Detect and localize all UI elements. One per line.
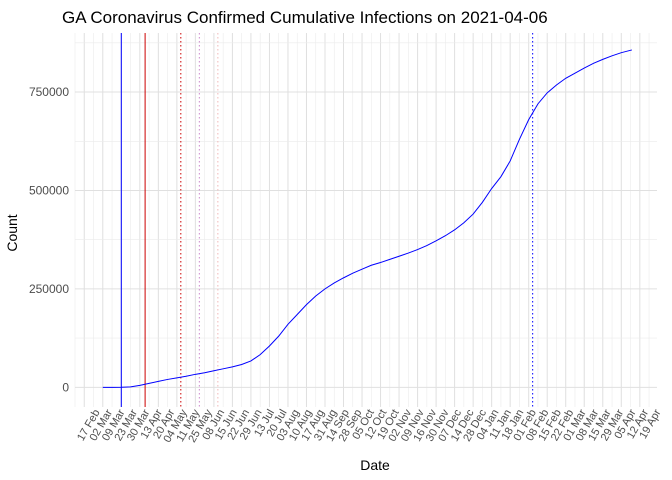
cumulative-infections-line <box>102 49 632 388</box>
reference-lines <box>120 33 534 407</box>
y-tick-label: 750000 <box>29 85 69 99</box>
y-tick-label: 250000 <box>29 282 69 296</box>
grid-lines <box>74 33 657 407</box>
x-axis-title: Date <box>360 457 390 473</box>
y-tick-label: 0 <box>62 380 69 394</box>
y-axis-title: Count <box>4 214 20 251</box>
y-tick-label: 500000 <box>29 183 69 197</box>
chart-title: GA Coronavirus Confirmed Cumulative Infe… <box>62 8 548 27</box>
y-tick-labels: 0 250000 500000 750000 <box>29 85 69 394</box>
series-lines <box>102 49 632 388</box>
